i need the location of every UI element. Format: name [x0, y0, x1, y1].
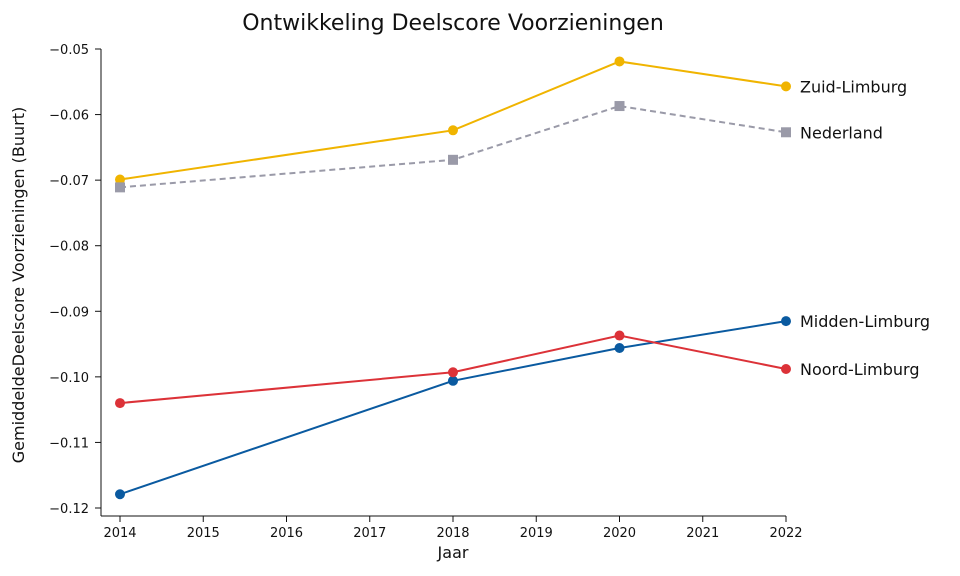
y-tick-label: −0.10 [49, 371, 89, 386]
series-nederland: Nederland [115, 101, 883, 193]
x-tick-label: 2016 [270, 526, 303, 541]
data-point [448, 125, 458, 136]
data-point [781, 316, 791, 327]
y-axis: −0.12 −0.11 −0.10 −0.09 −0.08 −0.07 −0.06 −0.05 [49, 43, 102, 517]
data-point [448, 375, 458, 386]
chart-title: Ontwikkeling Deelscore Voorzieningen [242, 11, 664, 36]
data-point [614, 101, 625, 112]
series-zuid-limburg: Zuid-Limburg [115, 56, 907, 185]
series-label-midden-limburg: Midden-Limburg [800, 312, 930, 331]
data-point [781, 81, 791, 92]
data-point [115, 182, 125, 193]
series-layer: Zuid-Limburg Nederland Midden-Limburg Noord… [115, 56, 930, 500]
x-tick-label: 2015 [187, 526, 220, 541]
x-tick-label: 2021 [686, 526, 719, 541]
series-line-midden-limburg [119, 320, 787, 496]
y-tick-label: −0.12 [49, 502, 89, 517]
data-point [115, 174, 125, 185]
series-noord-limburg: Noord-Limburg [115, 330, 919, 409]
series-label-noord-limburg: Noord-Limburg [800, 360, 919, 379]
data-point [115, 398, 125, 409]
data-point [614, 343, 625, 354]
x-tick-label: 2017 [353, 526, 386, 541]
data-point [115, 489, 125, 500]
series-midden-limburg: Midden-Limburg [115, 312, 930, 500]
x-axis-label: Jaar [437, 543, 469, 562]
y-tick-label: −0.07 [49, 174, 89, 189]
data-point [614, 56, 625, 67]
y-tick-label: −0.05 [49, 43, 89, 58]
data-point [614, 330, 625, 341]
series-line-nederland [119, 105, 787, 189]
x-tick-label: 2018 [436, 526, 469, 541]
y-tick-label: −0.06 [49, 109, 89, 124]
y-tick-label: −0.09 [49, 305, 89, 320]
data-point [781, 127, 791, 138]
series-line-zuid-limburg [119, 60, 787, 181]
data-point [781, 363, 791, 374]
x-tick-label: 2014 [103, 526, 136, 541]
x-tick-label: 2022 [769, 526, 802, 541]
x-tick-label: 2019 [520, 526, 553, 541]
y-tick-label: −0.11 [49, 436, 89, 451]
y-tick-label: −0.08 [49, 240, 89, 255]
series-label-zuid-limburg: Zuid-Limburg [800, 77, 907, 96]
series-label-nederland: Nederland [800, 123, 883, 142]
x-tick-label: 2020 [603, 526, 636, 541]
x-axis: 2014 2015 2016 2017 2018 2019 2020 2021 2022 [101, 515, 803, 541]
series-line-noord-limburg [119, 334, 787, 405]
data-point [448, 367, 458, 378]
y-axis-label: GemiddeldeDeelscore Voorzieningen (Buurt… [9, 107, 28, 464]
data-point [448, 154, 458, 165]
